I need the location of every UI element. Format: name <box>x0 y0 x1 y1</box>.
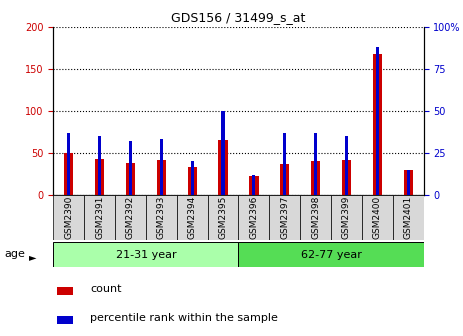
Bar <box>115 195 146 240</box>
Bar <box>252 175 256 195</box>
Bar <box>376 47 379 195</box>
Bar <box>160 139 163 195</box>
Bar <box>67 133 70 195</box>
Bar <box>404 170 413 195</box>
Text: GSM2400: GSM2400 <box>373 196 382 239</box>
Text: GSM2390: GSM2390 <box>64 196 73 239</box>
Bar <box>300 195 331 240</box>
Bar <box>57 316 73 324</box>
Text: GSM2394: GSM2394 <box>188 196 197 239</box>
Bar <box>188 167 197 195</box>
Bar <box>98 136 101 195</box>
Text: 62-77 year: 62-77 year <box>300 250 362 259</box>
Bar <box>269 195 300 240</box>
Bar <box>57 287 73 295</box>
Text: ►: ► <box>29 252 36 262</box>
Bar <box>177 195 207 240</box>
Bar <box>283 133 286 195</box>
Bar <box>407 170 410 195</box>
Bar <box>238 242 424 267</box>
Bar <box>129 141 132 195</box>
Text: GSM2395: GSM2395 <box>219 196 227 239</box>
Bar <box>84 195 115 240</box>
Bar <box>238 195 269 240</box>
Text: GSM2393: GSM2393 <box>157 196 166 239</box>
Bar <box>207 195 238 240</box>
Bar <box>249 175 258 195</box>
Bar <box>126 163 135 195</box>
Text: GSM2399: GSM2399 <box>342 196 351 239</box>
Bar <box>146 195 177 240</box>
Text: GSM2397: GSM2397 <box>280 196 289 239</box>
Text: percentile rank within the sample: percentile rank within the sample <box>90 313 278 323</box>
Bar <box>95 159 104 195</box>
Bar <box>156 161 166 195</box>
Text: GSM2396: GSM2396 <box>250 196 258 239</box>
Bar <box>362 195 393 240</box>
Text: GSM2401: GSM2401 <box>404 196 413 239</box>
Text: 21-31 year: 21-31 year <box>116 250 176 259</box>
Text: GSM2391: GSM2391 <box>95 196 104 239</box>
Bar <box>314 133 317 195</box>
Text: GSM2398: GSM2398 <box>311 196 320 239</box>
Bar <box>221 111 225 195</box>
Bar <box>219 140 228 195</box>
Bar <box>191 161 194 195</box>
Bar <box>393 195 424 240</box>
Text: count: count <box>90 284 122 294</box>
Bar <box>53 195 84 240</box>
Text: age: age <box>5 249 25 259</box>
Bar <box>64 153 73 195</box>
Bar <box>331 195 362 240</box>
Bar <box>53 242 238 267</box>
Bar <box>345 136 348 195</box>
Bar <box>373 54 382 195</box>
Bar <box>280 164 289 195</box>
Text: GSM2392: GSM2392 <box>126 196 135 239</box>
Bar <box>311 161 320 195</box>
Title: GDS156 / 31499_s_at: GDS156 / 31499_s_at <box>171 11 306 24</box>
Bar <box>342 160 351 195</box>
